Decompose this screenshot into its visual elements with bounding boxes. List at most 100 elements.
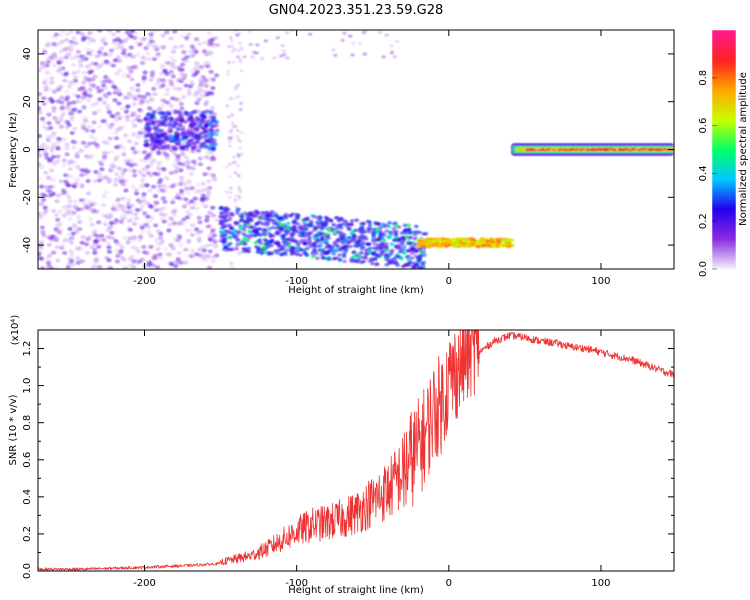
heatmap-cell: [233, 30, 238, 34]
heatmap-cell: [48, 193, 54, 198]
heatmap-cell: [119, 107, 125, 112]
heatmap-cell: [160, 167, 166, 171]
heatmap-cell: [466, 245, 472, 248]
colorbar-step: [712, 99, 736, 103]
heatmap-cell: [211, 213, 217, 218]
heatmap-cell: [178, 179, 184, 184]
heatmap-cell: [268, 240, 274, 244]
heatmap-cell: [73, 229, 79, 234]
heatmap-cell: [55, 159, 61, 164]
heatmap-cell: [123, 109, 129, 114]
heatmap-cell: [152, 200, 158, 205]
heatmap-cell: [166, 228, 172, 233]
heatmap-cell: [108, 80, 115, 85]
heatmap-cell: [99, 167, 105, 172]
heatmap-cell: [74, 246, 81, 251]
heatmap-cell: [310, 251, 316, 255]
heatmap-cell: [318, 215, 323, 220]
heatmap-cell: [254, 222, 259, 226]
heatmap-cell: [173, 146, 179, 151]
heatmap-cell: [96, 244, 102, 249]
heatmap-cell: [71, 145, 77, 150]
heatmap-cell: [85, 191, 92, 196]
heatmap-cell: [228, 175, 232, 179]
colorbar-tick-label: 0.0: [698, 261, 709, 277]
heatmap-cell: [227, 45, 231, 49]
heatmap-cell: [254, 232, 259, 237]
heatmap-cell: [412, 232, 418, 237]
heatmap-cell: [174, 117, 180, 122]
heatmap-cell: [131, 168, 137, 173]
heatmap-cell: [137, 134, 143, 139]
heatmap-cell: [176, 233, 182, 238]
heatmap-cell: [158, 139, 164, 144]
colorbar-step: [712, 185, 736, 188]
heatmap-cell: [256, 239, 262, 243]
heatmap-cell: [181, 135, 187, 140]
heatmap-cell: [48, 54, 54, 59]
heatmap-cell: [172, 122, 178, 127]
heatmap-cell: [78, 63, 84, 68]
heatmap-cell: [110, 162, 116, 167]
heatmap-cell: [80, 235, 86, 240]
heatmap-cell: [39, 116, 46, 121]
heatmap-cell: [207, 210, 213, 215]
heatmap-cell: [128, 158, 134, 163]
heatmap-cell: [151, 184, 157, 189]
heatmap-cell: [87, 235, 93, 240]
heatmap-cell: [210, 43, 216, 48]
heatmap-cell: [46, 235, 52, 240]
heatmap-cell: [325, 217, 331, 221]
heatmap-cell: [137, 198, 143, 203]
heatmap-cell: [353, 228, 359, 233]
heatmap-cell: [75, 94, 81, 99]
heatmap-cell: [175, 238, 181, 243]
colorbar-step: [712, 30, 736, 33]
heatmap-cell: [38, 177, 42, 181]
heatmap-cell: [56, 69, 62, 74]
heatmap-cell: [103, 190, 109, 195]
heatmap-cell: [189, 82, 195, 87]
heatmap-cell: [75, 49, 81, 54]
heatmap-cell: [114, 259, 121, 264]
colorbar-step: [712, 249, 736, 252]
heatmap-cell: [48, 185, 54, 189]
heatmap-cell: [147, 143, 153, 148]
heatmap-cell: [395, 243, 401, 248]
heatmap-cell: [178, 168, 184, 173]
heatmap-cell: [228, 144, 232, 148]
heatmap-cell: [388, 232, 394, 236]
heatmap-cell: [408, 235, 414, 240]
heatmap-cell: [193, 49, 199, 54]
heatmap-cell: [96, 220, 102, 225]
colorbar-step: [712, 71, 736, 75]
heatmap-cell: [168, 69, 174, 74]
heatmap-cell: [349, 222, 355, 227]
heatmap-cell: [235, 134, 240, 138]
snr-plot-area: [38, 330, 674, 571]
heatmap-cell: [87, 207, 93, 212]
heatmap-cell: [341, 252, 347, 256]
heatmap-cell: [59, 71, 65, 76]
colorbar-step: [712, 209, 736, 212]
heatmap-cell: [201, 110, 207, 115]
heatmap-cell: [140, 178, 146, 183]
heatmap-cell: [443, 245, 449, 248]
heatmap-cell: [41, 120, 47, 124]
heatmap-cell: [146, 219, 153, 224]
heatmap-cell: [120, 146, 127, 150]
heatmap-cell: [114, 206, 120, 211]
heatmap-cell: [40, 197, 46, 202]
heatmap-cell: [265, 244, 271, 249]
colorbar-tick-label: 0.2: [698, 213, 709, 229]
heatmap-cell: [68, 212, 74, 217]
heatmap-cell: [151, 39, 157, 44]
heatmap-cell: [46, 112, 52, 117]
heatmap-cell: [60, 106, 66, 111]
heatmap-cell: [350, 53, 355, 57]
heatmap-cell: [79, 173, 85, 178]
heatmap-cell: [378, 225, 383, 230]
heatmap-cell: [189, 205, 195, 210]
heatmap-cell: [171, 151, 177, 156]
heatmap-cell: [230, 231, 235, 236]
